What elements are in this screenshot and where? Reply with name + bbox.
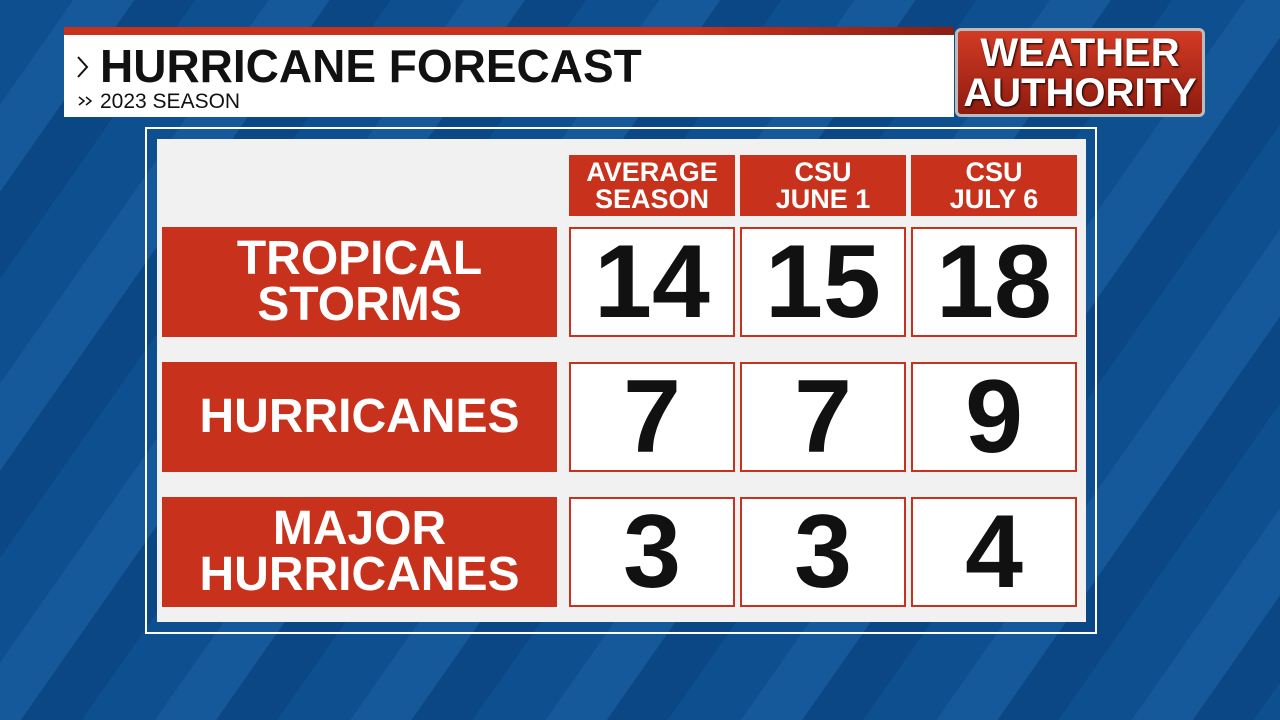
column-header-line: CSU: [794, 156, 852, 187]
logo-line: WEATHER: [980, 30, 1180, 75]
value-cell: 15: [740, 224, 906, 340]
column-header-line: AVERAGE: [586, 156, 718, 187]
value-cell: 18: [911, 224, 1077, 340]
row-label: MAJOR HURRICANES: [162, 497, 557, 607]
value-cell: 7: [740, 359, 906, 475]
panel-border: [145, 127, 1097, 634]
column-header: CSU JULY 6: [911, 155, 1077, 216]
value-cell: 4: [911, 494, 1077, 610]
double-chevron: [78, 96, 93, 106]
value-cell: 7: [569, 359, 735, 475]
header-bar: HURRICANE FORECAST 2023 SEASON: [64, 35, 954, 117]
column-header: CSU JUNE 1: [740, 155, 906, 216]
row-label-line: MAJOR: [272, 502, 447, 556]
logo-line: AUTHORITY: [963, 70, 1197, 115]
chevron: [77, 56, 89, 78]
column-header: AVERAGE SEASON: [569, 155, 735, 216]
title: HURRICANE FORECAST: [100, 40, 642, 92]
logo: WEATHER AUTHORITY: [955, 28, 1205, 117]
row-label-line: STORMS: [257, 278, 462, 331]
header-stripe: [64, 27, 954, 35]
row-label: TROPICAL STORMS: [162, 227, 557, 337]
row-label: HURRICANES: [162, 362, 557, 472]
column-header-line: JULY 6: [949, 183, 1039, 214]
column-header-line: SEASON: [594, 183, 710, 214]
column-header-line: JUNE 1: [775, 183, 871, 214]
subtitle: 2023 SEASON: [100, 90, 241, 113]
row-label-line: TROPICAL: [236, 232, 483, 286]
row-label-line: HURRICANES: [199, 390, 520, 444]
value-cell: 14: [569, 224, 735, 340]
value-cell: 9: [911, 359, 1077, 475]
row-label-line: HURRICANES: [199, 548, 520, 601]
value-cell: 3: [740, 494, 906, 610]
value-cell: 3: [569, 494, 735, 610]
column-header-line: CSU: [965, 156, 1023, 187]
